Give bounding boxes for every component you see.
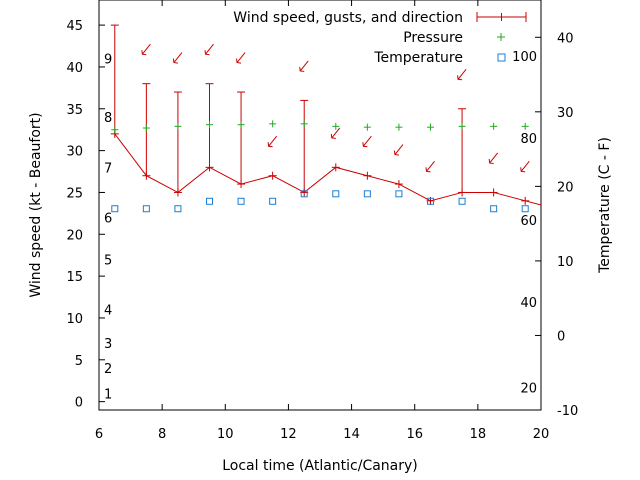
y-right-tick-label: 20 <box>557 180 574 195</box>
x-tick-label: 10 <box>217 427 234 442</box>
legend-label-temperature: Temperature <box>373 50 463 66</box>
fahrenheit-label: 20 <box>520 382 537 397</box>
x-tick-label: 14 <box>343 427 360 442</box>
temperature-point <box>300 190 308 198</box>
beaufort-label: 5 <box>104 253 112 268</box>
y-left-tick-label: 15 <box>66 270 83 285</box>
wind-direction-arrow <box>141 43 151 56</box>
beaufort-label: 4 <box>104 304 112 319</box>
wind-direction-arrow <box>393 144 404 156</box>
y-left-tick-label: 35 <box>66 103 83 118</box>
fahrenheit-label: 60 <box>520 214 537 229</box>
x-axis: 6 8 10 12 14 16 18 20 <box>95 0 549 442</box>
temperature-point <box>174 205 182 213</box>
beaufort-label: 7 <box>104 161 112 176</box>
y-axis-right-title: Temperature (C - F) <box>597 137 613 274</box>
y-axis-left-title: Wind speed (kt - Beaufort) <box>28 112 44 297</box>
x-tick-label: 12 <box>280 427 297 442</box>
beaufort-label: 9 <box>104 53 112 68</box>
wind-direction-arrow <box>236 52 246 64</box>
temperature-point <box>111 205 119 213</box>
x-tick-label: 20 <box>533 427 550 442</box>
temperature-point <box>427 197 434 205</box>
beaufort-label: 6 <box>104 212 112 227</box>
fahrenheit-label: 40 <box>520 296 537 311</box>
y-left-tick-label: 30 <box>66 145 83 160</box>
wind-direction-arrow <box>425 161 435 173</box>
y-left-tick-label: 25 <box>66 186 83 201</box>
legend: Wind speed, gusts, and direction Pressur… <box>233 10 527 66</box>
fahrenheit-label: 80 <box>520 132 537 147</box>
x-axis-title: Local time (Atlantic/Canary) <box>222 458 418 474</box>
beaufort-scale: 1 2 3 4 5 6 7 8 9 <box>104 53 112 403</box>
y-left-tick-label: 10 <box>66 312 83 327</box>
x-tick-label: 6 <box>95 427 103 442</box>
temperature-point <box>237 197 245 205</box>
temperature-point <box>395 190 403 198</box>
y-axis-right: -10 0 10 20 30 40 <box>535 31 578 419</box>
fahrenheit-label: 100 <box>512 50 537 65</box>
wind-direction-arrow <box>520 161 530 173</box>
wind-direction-arrow <box>330 127 341 139</box>
x-tick-label: 18 <box>470 427 487 442</box>
y-left-tick-label: 20 <box>66 228 83 243</box>
y-right-tick-label: 40 <box>557 31 574 46</box>
beaufort-label: 8 <box>104 111 112 126</box>
legend-swatch-wind <box>476 12 527 22</box>
x-tick-label: 8 <box>158 427 166 442</box>
y-left-tick-label: 40 <box>66 61 83 76</box>
wind-direction-arrow <box>457 68 467 81</box>
temperature-point <box>332 190 340 198</box>
legend-label-wind: Wind speed, gusts, and direction <box>233 10 463 26</box>
y-right-tick-label: -10 <box>557 404 578 419</box>
wind-direction-arrow <box>172 52 183 64</box>
temperature-point <box>206 197 213 205</box>
legend-swatch-temperature <box>497 53 506 62</box>
y-left-tick-label: 5 <box>75 354 83 369</box>
temperature-point <box>458 197 466 205</box>
temperature-point <box>521 205 529 213</box>
legend-label-pressure: Pressure <box>403 30 463 46</box>
wind-direction-arrow <box>362 135 372 148</box>
temperature-point <box>363 190 371 198</box>
y-right-tick-label: 10 <box>557 255 574 270</box>
temperature-markers <box>111 190 529 213</box>
wind-direction-arrow <box>204 43 214 56</box>
wind-direction-arrows <box>141 43 530 173</box>
y-right-tick-label: 30 <box>557 106 574 121</box>
y-right-tick-label: 0 <box>557 329 565 344</box>
wind-direction-arrow <box>267 135 278 148</box>
beaufort-label: 1 <box>104 387 112 402</box>
wind-direction-arrow <box>488 152 499 164</box>
temperature-point <box>490 205 498 213</box>
temperature-point <box>269 197 277 205</box>
beaufort-label: 2 <box>104 362 112 377</box>
y-axis-left: 0 5 10 15 20 25 30 35 40 45 <box>66 19 105 411</box>
y-left-tick-label: 0 <box>75 396 83 411</box>
wind-direction-arrow <box>299 60 309 72</box>
pressure-markers <box>111 120 529 134</box>
fahrenheit-scale: 20 40 60 80 100 <box>512 50 537 397</box>
legend-swatch-pressure <box>497 33 505 41</box>
temperature-point <box>142 205 150 213</box>
x-tick-label: 16 <box>406 427 423 442</box>
wind-speed-markers <box>110 129 530 205</box>
beaufort-label: 3 <box>104 337 112 352</box>
y-left-tick-label: 45 <box>66 19 83 34</box>
